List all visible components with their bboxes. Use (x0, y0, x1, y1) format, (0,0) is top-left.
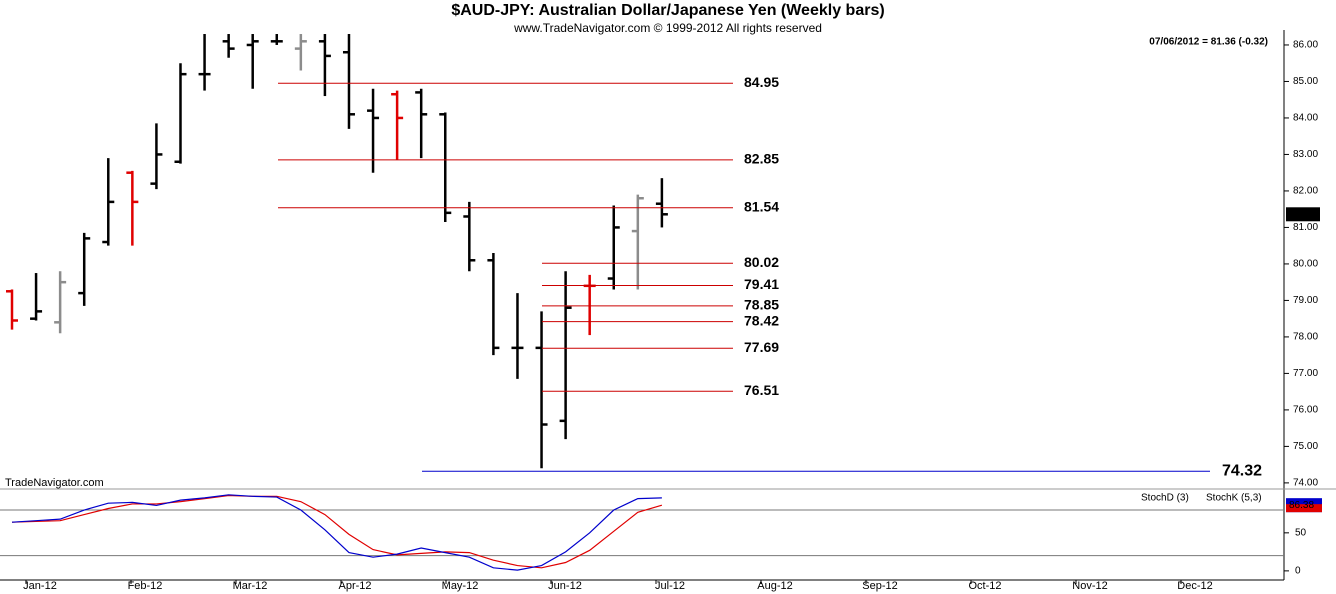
x-tick-label: Jul-12 (655, 580, 685, 592)
x-tick-label: Feb-12 (128, 580, 163, 592)
legend-entry: StochK (5,3) (1206, 493, 1262, 504)
x-tick-label: Dec-12 (1177, 580, 1212, 592)
x-tick-label: Apr-12 (338, 580, 371, 592)
y-tick-label: 85.00 (1293, 76, 1318, 87)
chart-title: $AUD-JPY: Australian Dollar/Japanese Yen… (451, 2, 884, 19)
price-panel (6, 34, 668, 469)
level-label: 76.51 (744, 382, 779, 398)
y-tick-label: 80.00 (1293, 259, 1318, 270)
x-tick-label: Jun-12 (548, 580, 582, 592)
stoch-value-box-inner (1286, 504, 1322, 513)
y-tick-label: 86.00 (1293, 40, 1318, 51)
last-price-box (1286, 207, 1320, 222)
y-tick-label: 81.00 (1293, 222, 1318, 233)
level-label: 84.95 (744, 74, 779, 90)
y-tick-label: 84.00 (1293, 113, 1318, 124)
x-tick-label: Nov-12 (1072, 580, 1107, 592)
last-price-annotation: 07/06/2012 = 81.36 (-0.32) (1149, 37, 1268, 48)
x-tick-label: Aug-12 (757, 580, 792, 592)
x-tick-label: Mar-12 (233, 580, 268, 592)
stoch-value-label: 86.38 (1289, 500, 1314, 511)
stoch-panel (0, 494, 1284, 571)
y-tick-label: 78.00 (1293, 332, 1318, 343)
legend-entry: StochD (3) (1141, 493, 1189, 504)
level-label: 74.32 (1222, 462, 1262, 479)
x-tick-label: May-12 (442, 580, 479, 592)
level-label: 77.69 (744, 339, 779, 355)
y-tick-label: 50 (1295, 527, 1307, 538)
x-tick-label: Oct-12 (968, 580, 1001, 592)
last-price-label: 81.36 (1289, 209, 1314, 220)
level-label: 80.02 (744, 254, 779, 270)
y-tick-label: 82.00 (1293, 186, 1318, 197)
y-tick-label: 74.00 (1293, 478, 1318, 489)
y-tick-label: 75.00 (1293, 441, 1318, 452)
level-label: 82.85 (744, 151, 779, 167)
y-tick-label: 76.00 (1293, 405, 1318, 416)
x-tick-label: Jan-12 (23, 580, 57, 592)
stoch-line (11, 494, 663, 569)
level-label: 81.54 (744, 198, 779, 214)
chart-subtitle: www.TradeNavigator.com © 1999-2012 All r… (513, 21, 822, 35)
y-tick-label: 77.00 (1293, 368, 1318, 379)
stoch-line (11, 494, 662, 571)
y-tick-label: 79.00 (1293, 295, 1318, 306)
level-label: 78.85 (744, 297, 779, 313)
watermark: TradeNavigator.com (5, 477, 104, 489)
y-tick-label: 83.00 (1293, 149, 1318, 160)
x-tick-label: Sep-12 (862, 580, 897, 592)
y-tick-label: 0 (1295, 566, 1301, 577)
level-label: 79.41 (744, 276, 779, 292)
level-label: 78.42 (744, 312, 779, 328)
